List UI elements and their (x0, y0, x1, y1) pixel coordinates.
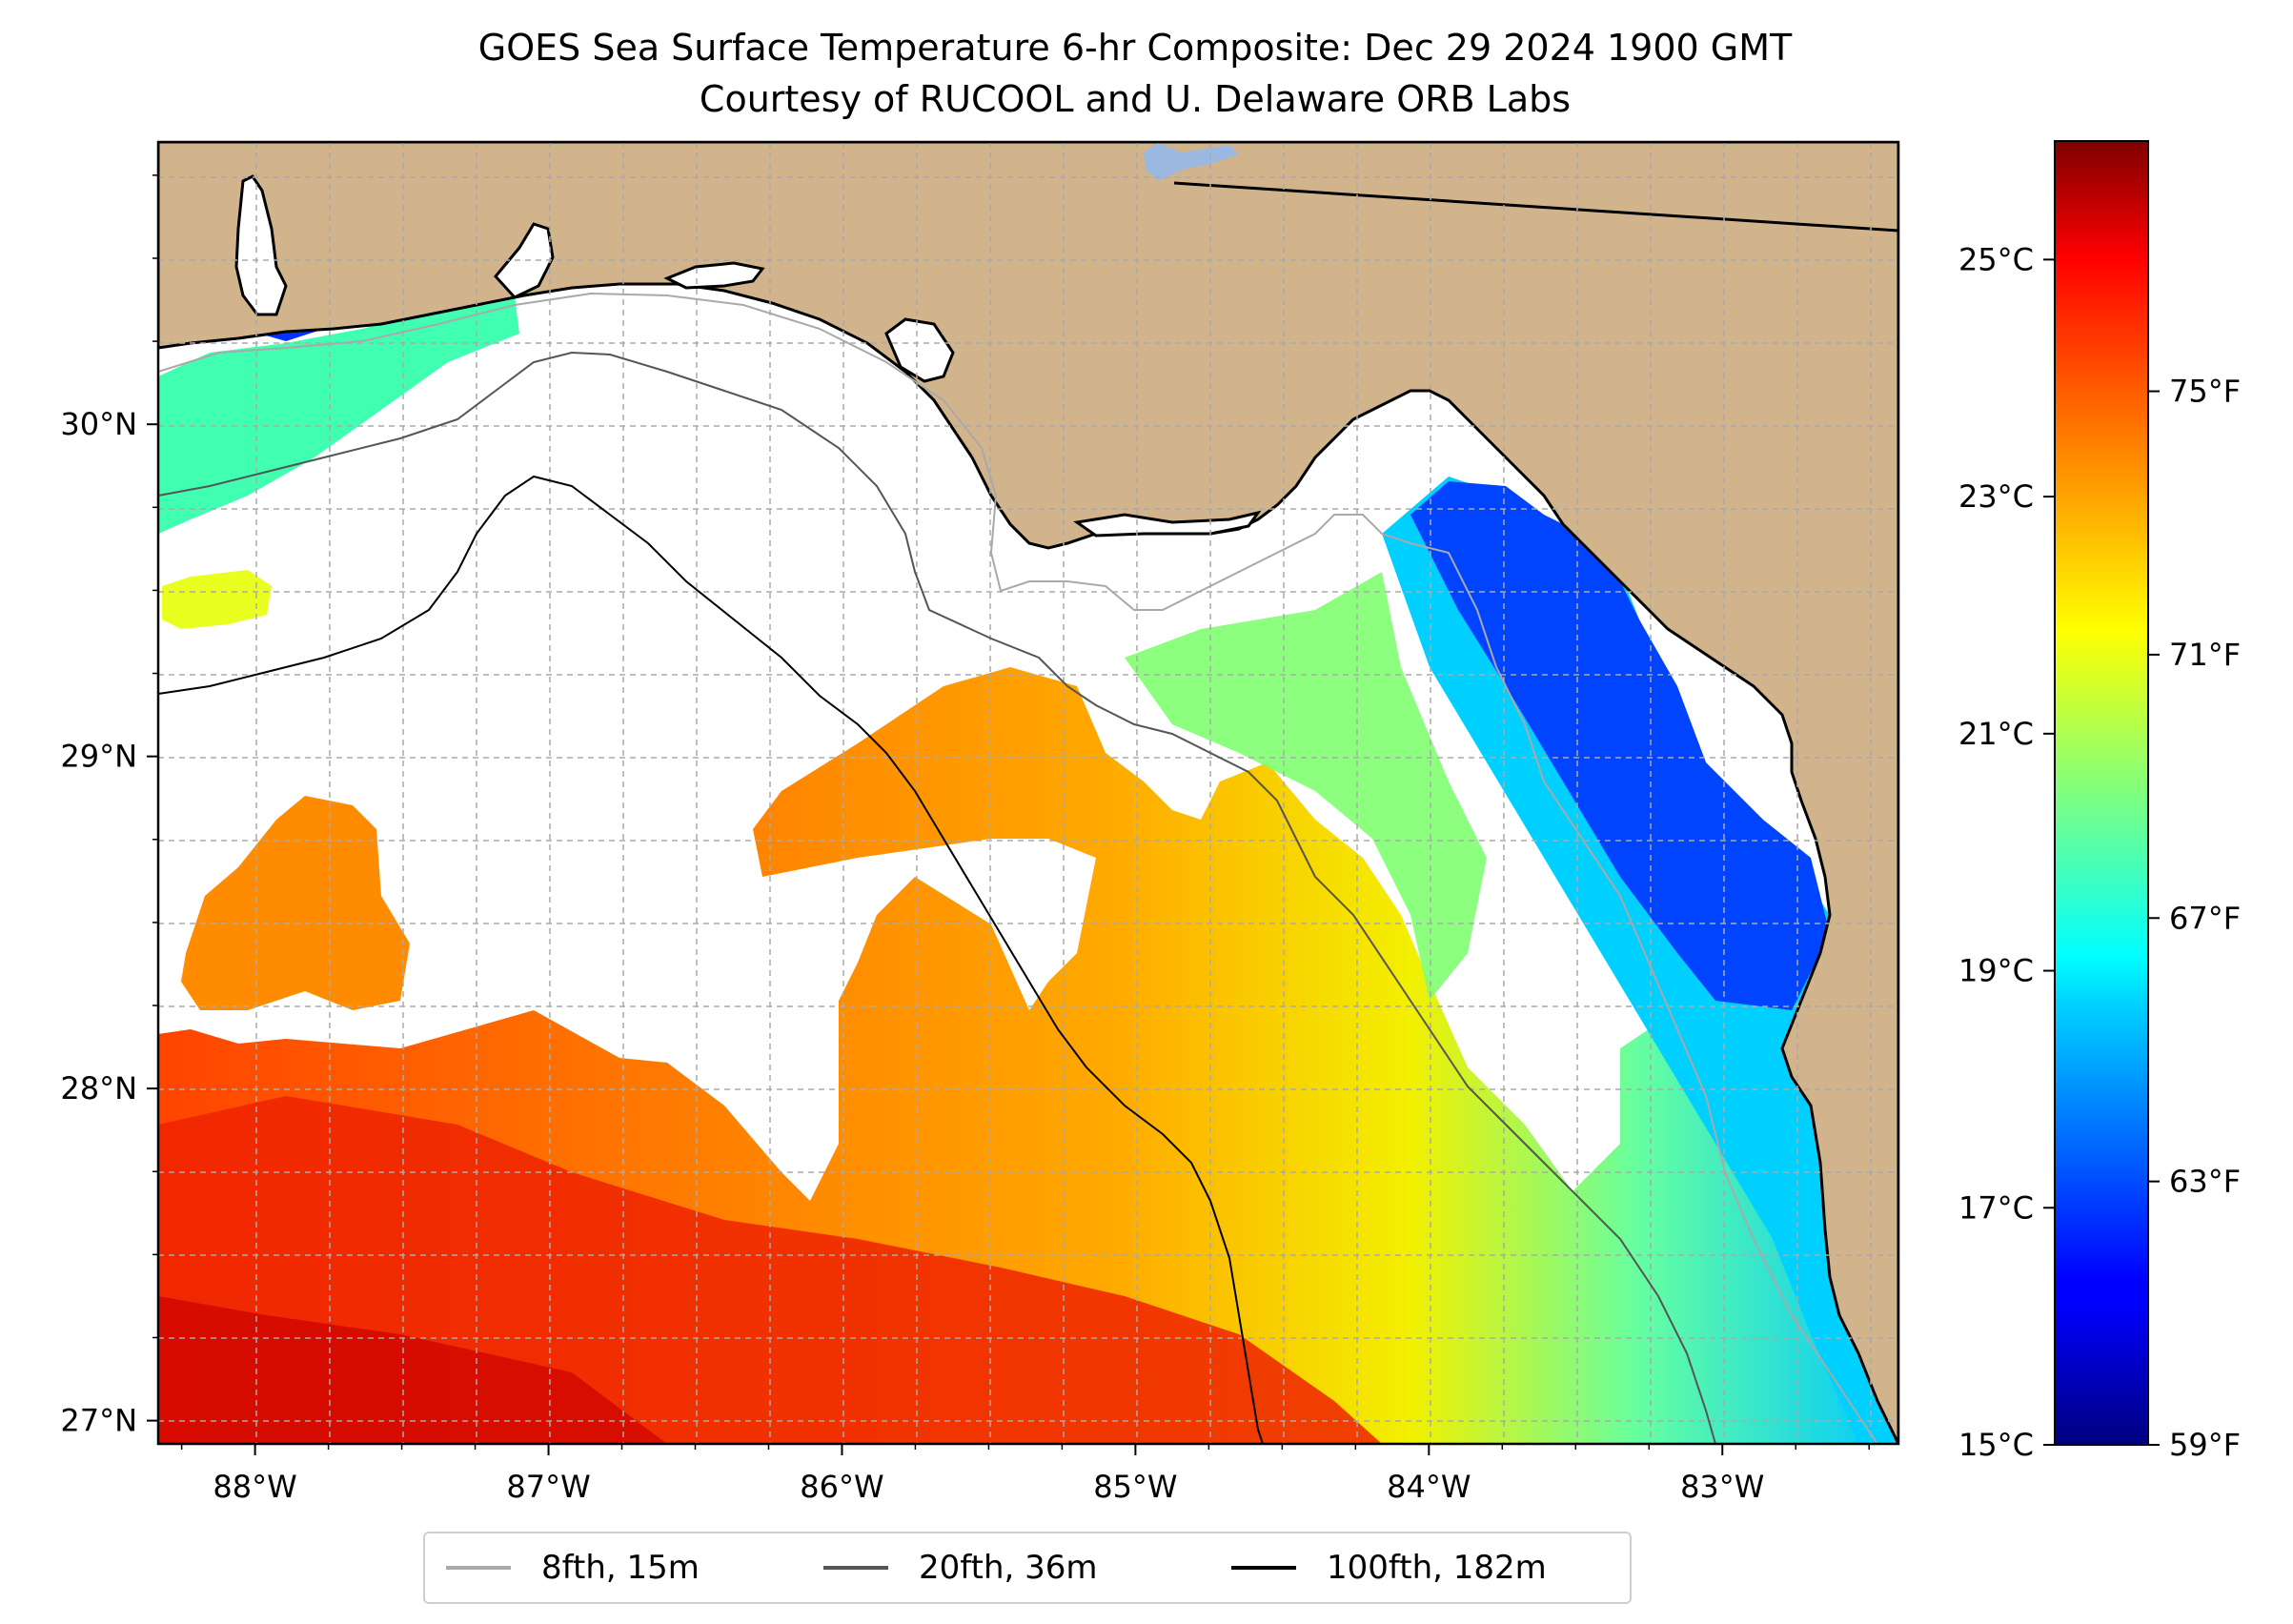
pensacola-bay (494, 222, 555, 299)
lat-tick-label: 27°N (60, 1403, 137, 1439)
isobath-182m (158, 475, 1264, 1444)
lon-tick-label: 86°W (800, 1469, 883, 1505)
sst-coastal-strip (158, 295, 519, 534)
legend-swatch-100fth (1231, 1566, 1296, 1570)
lat-tick-label: 30°N (60, 406, 137, 442)
chart-subtitle: Courtesy of RUCOOL and U. Delaware ORB L… (699, 78, 1572, 120)
colorbar-axes: 25°C 23°C 21°C 19°C 17°C 15°C 75°F 71°F 67°F 63°F… (1958, 241, 2241, 1463)
lat-tick-label: 28°N (60, 1070, 137, 1106)
isobath-15m (158, 292, 1878, 1444)
map-axes: 88°W 87°W 86°W 85°W 84°W 83°W 30°N 29°N 28°N 27°N (60, 174, 1870, 1505)
celsius-tick-label: 23°C (1958, 478, 2034, 515)
map-frame (156, 140, 1900, 1446)
celsius-tick-label: 19°C (1958, 953, 2034, 989)
map-content (158, 142, 1898, 1444)
fahrenheit-tick-label: 59°F (2169, 1427, 2241, 1463)
legend-swatch-8fth (446, 1566, 511, 1570)
legend-label-8fth: 8fth, 15m (541, 1549, 700, 1587)
lake-seminole (1144, 143, 1239, 181)
colorbar (2054, 140, 2149, 1446)
celsius-tick-label: 15°C (1958, 1427, 2034, 1463)
gridlines (158, 142, 1898, 1444)
legend-item-20fth: 20fth, 36m (823, 1533, 1098, 1602)
lon-tick-label: 84°W (1387, 1469, 1471, 1505)
celsius-tick-label: 17°C (1958, 1189, 2034, 1226)
sst-cool-east (1382, 477, 1898, 1444)
lon-tick-label: 87°W (506, 1469, 590, 1505)
sst-green-band (1125, 572, 1487, 1001)
lon-tick-label: 88°W (213, 1469, 296, 1505)
state-border (1173, 181, 1898, 233)
fahrenheit-tick-label: 63°F (2169, 1164, 2241, 1200)
sst-blue-east (1410, 481, 1830, 1010)
fahrenheit-tick-label: 71°F (2169, 637, 2241, 673)
celsius-tick-label: 21°C (1958, 716, 2034, 752)
lon-tick-label: 83°W (1680, 1469, 1764, 1505)
legend-swatch-20fth (823, 1566, 888, 1570)
fahrenheit-tick-label: 67°F (2169, 900, 2241, 936)
celsius-tick-label: 25°C (1958, 241, 2034, 277)
sst-yellow-patch-nw (162, 570, 272, 629)
chart-title: GOES Sea Surface Temperature 6-hr Compos… (477, 27, 1793, 69)
lat-tick-label: 29°N (60, 739, 137, 775)
apalachicola-bay (1073, 510, 1262, 538)
lon-tick-label: 85°W (1093, 1469, 1177, 1505)
legend-item-8fth: 8fth, 15m (446, 1533, 700, 1602)
legend-label-20fth: 20fth, 36m (919, 1549, 1098, 1587)
choctawhatchee-bay (663, 261, 765, 290)
legend-item-100fth: 100fth, 182m (1231, 1533, 1547, 1602)
legend: 8fth, 15m 20fth, 36m 100fth, 182m (423, 1532, 1632, 1604)
sst-darkred-corner (158, 1296, 667, 1444)
st-andrew-bay (884, 317, 955, 383)
isobath-36m (158, 351, 1716, 1444)
sst-orange-patch (181, 796, 410, 1010)
fahrenheit-tick-label: 75°F (2169, 374, 2241, 410)
legend-label-100fth: 100fth, 182m (1327, 1549, 1547, 1587)
